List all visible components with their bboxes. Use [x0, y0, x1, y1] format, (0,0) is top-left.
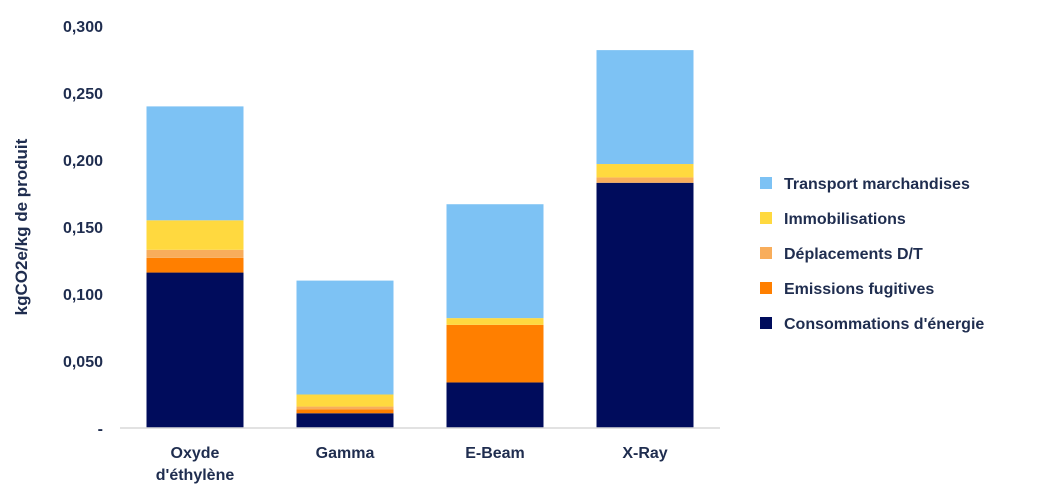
y-tick-label: 0,150	[63, 220, 103, 237]
bar-segment	[296, 406, 394, 410]
x-tick-label-line: Gamma	[316, 445, 375, 462]
y-tick-label: 0,300	[63, 19, 103, 36]
legend-swatch	[760, 177, 772, 189]
x-axis-labels: Oxyde d'éthylène Gamma E-Beam X-Ray	[156, 445, 668, 484]
legend-swatch	[760, 317, 772, 329]
y-tick-label: -	[98, 421, 103, 438]
x-tick-label-line: d'éthylène	[156, 467, 235, 484]
bar-segment	[146, 220, 244, 250]
bar-segment	[596, 182, 694, 428]
y-tick-label: 0,050	[63, 354, 103, 371]
bar-segment	[296, 394, 394, 407]
y-tick-label: 0,250	[63, 86, 103, 103]
legend-swatch	[760, 247, 772, 259]
x-tick-label-line: E-Beam	[465, 445, 525, 462]
legend: Transport marchandises Immobilisations Dép…	[760, 176, 984, 333]
legend-swatch	[760, 212, 772, 224]
bar-segment	[296, 413, 394, 428]
x-tick-label: X-Ray	[622, 445, 667, 462]
legend-label: Emissions fugitives	[784, 281, 934, 298]
x-tick-label-line: Oxyde	[171, 445, 220, 462]
bar-segment	[446, 324, 544, 383]
x-tick-label: Gamma	[316, 445, 375, 462]
x-tick-label-line: X-Ray	[622, 445, 667, 462]
y-tick-label: 0,100	[63, 287, 103, 304]
y-axis-ticks: - 0,050 0,100 0,150 0,200 0,250 0,300	[63, 19, 103, 438]
legend-label: Consommations d'énergie	[784, 316, 984, 333]
y-tick-label: 0,200	[63, 153, 103, 170]
bar-segment	[596, 177, 694, 183]
bar-segment	[146, 249, 244, 258]
bar-segment	[446, 382, 544, 428]
x-tick-label: E-Beam	[465, 445, 525, 462]
legend-label: Déplacements D/T	[784, 246, 923, 263]
bar-segment	[146, 106, 244, 221]
bar-segment	[296, 280, 394, 395]
bar-segment	[596, 50, 694, 165]
y-axis-label: kgCO2e/kg de produit	[12, 138, 31, 315]
legend-label: Transport marchandises	[784, 176, 970, 193]
bar-segment	[446, 204, 544, 319]
bar-segment	[146, 257, 244, 273]
x-tick-label: Oxyde d'éthylène	[156, 445, 235, 484]
bars	[146, 50, 694, 428]
legend-label: Immobilisations	[784, 211, 906, 228]
bar-segment	[296, 409, 394, 414]
legend-swatch	[760, 282, 772, 294]
bar-segment	[446, 318, 544, 325]
bar-segment	[596, 164, 694, 178]
bar-segment	[146, 272, 244, 428]
